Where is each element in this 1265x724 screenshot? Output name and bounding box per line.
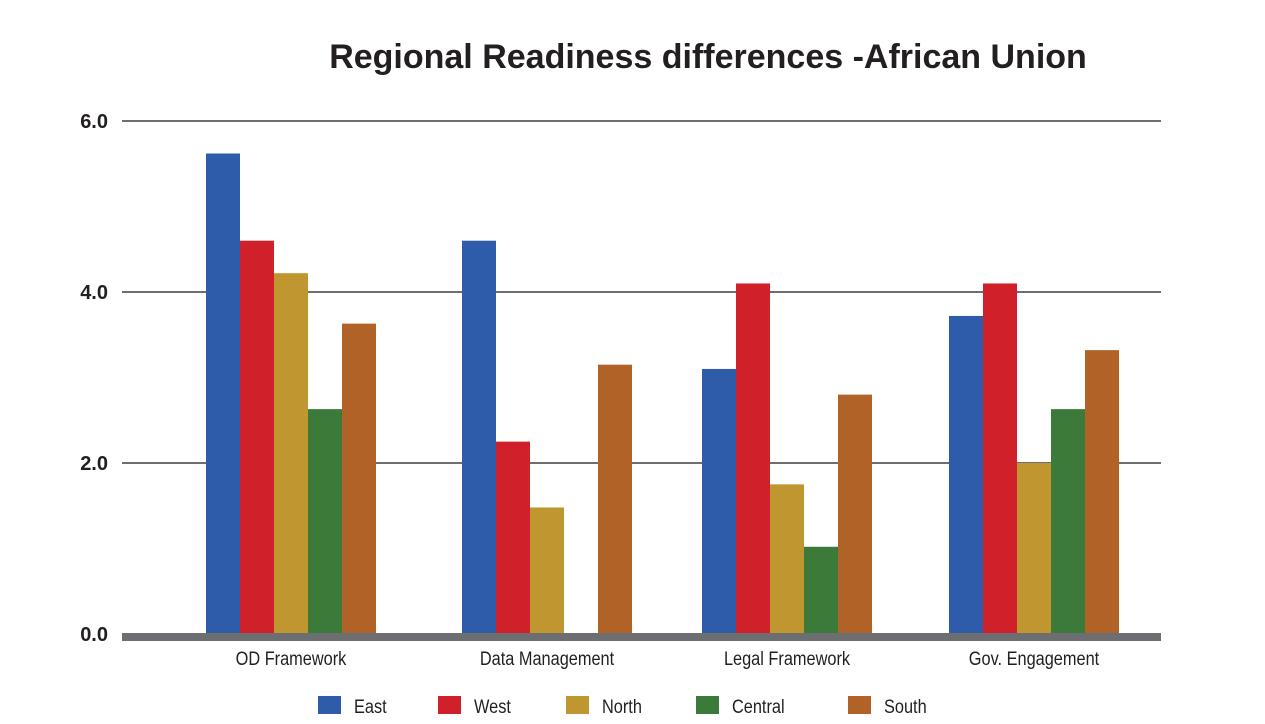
legend-swatch-east xyxy=(318,696,341,714)
x-tick-label: Data Management xyxy=(480,648,614,669)
legend-swatch-south xyxy=(848,696,871,714)
x-axis-tick-labels: OD Framework Data Management Legal Framewo… xyxy=(236,648,1100,669)
bar-east-2 xyxy=(702,368,736,634)
bar-east-3 xyxy=(949,315,983,634)
bar-south-2 xyxy=(838,394,872,634)
bar-west-3 xyxy=(983,283,1017,634)
legend-label-east: East xyxy=(354,696,387,717)
bar-south-1 xyxy=(598,364,632,634)
legend-swatch-central xyxy=(696,696,719,714)
legend-label-central: Central xyxy=(732,696,785,717)
bar-north-0 xyxy=(274,273,308,634)
legend: East West North Central South xyxy=(318,696,927,717)
y-tick-label: 6.0 xyxy=(80,111,108,133)
bar-south-3 xyxy=(1085,350,1119,634)
bar-central-0 xyxy=(308,409,342,634)
legend-label-north: North xyxy=(602,696,642,717)
x-tick-label: Gov. Engagement xyxy=(969,648,1099,669)
x-axis-baseline xyxy=(122,633,1161,641)
bar-north-1 xyxy=(530,507,564,634)
bar-south-0 xyxy=(342,323,376,634)
bar-east-0 xyxy=(206,153,240,635)
bars xyxy=(122,153,1161,641)
chart-title: Regional Readiness differences -African … xyxy=(329,38,1087,76)
legend-swatch-north xyxy=(566,696,589,714)
legend-label-south: South xyxy=(884,696,927,717)
bar-west-2 xyxy=(736,283,770,634)
bar-north-3 xyxy=(1017,463,1051,634)
x-tick-label: OD Framework xyxy=(236,648,347,669)
bar-north-2 xyxy=(770,484,804,634)
bar-west-1 xyxy=(496,441,530,634)
legend-label-west: West xyxy=(474,696,511,717)
x-tick-label: Legal Framework xyxy=(724,648,850,669)
y-tick-label: 2.0 xyxy=(80,453,108,475)
bar-central-2 xyxy=(804,546,838,634)
bar-west-0 xyxy=(240,240,274,634)
bar-central-3 xyxy=(1051,409,1085,634)
legend-swatch-west xyxy=(438,696,461,714)
y-tick-label: 0.0 xyxy=(80,624,108,646)
bar-east-1 xyxy=(462,240,496,634)
y-tick-label: 4.0 xyxy=(80,282,108,304)
y-axis-tick-labels: 0.0 2.0 4.0 6.0 xyxy=(80,111,108,646)
